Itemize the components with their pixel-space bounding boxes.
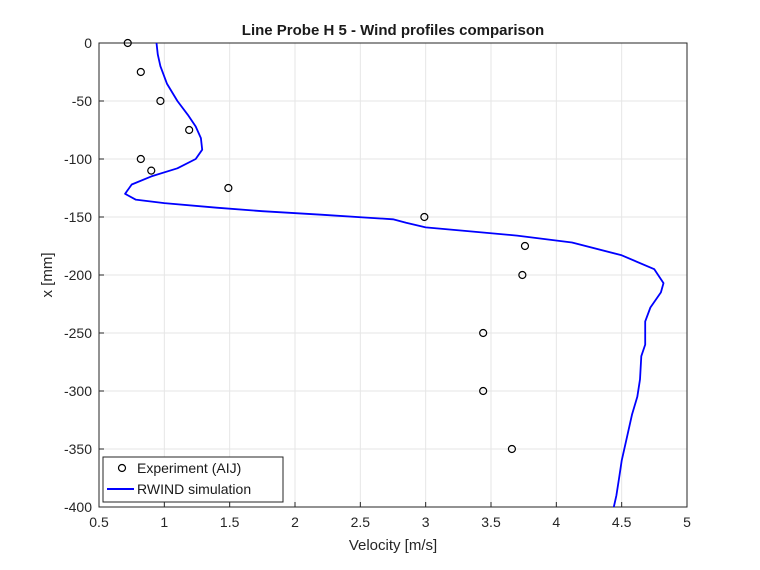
data-point-experiment: [136, 154, 145, 164]
axis-ticks: 0.5 1 1.5 2 2.5 3 3.5 4 4.5 5 0 -50 -100 -150 -200 -250…: [64, 35, 691, 530]
y-axis-label: x [mm]: [39, 253, 56, 298]
data-point-experiment: [123, 38, 132, 48]
y-tick-label: -200: [64, 267, 92, 283]
y-tick-label: 0: [84, 35, 92, 51]
data-point-experiment: [156, 96, 165, 106]
legend-box: [102, 456, 284, 503]
data-point-experiment: [224, 183, 233, 193]
x-tick-label: 2: [291, 514, 299, 530]
y-tick-label: -250: [64, 325, 92, 341]
data-point-experiment: [147, 166, 156, 175]
data-point-experiment: [518, 270, 527, 280]
data-point-experiment: [479, 386, 488, 396]
y-tick-label: -100: [64, 151, 92, 167]
x-tick-label: 3: [422, 514, 430, 530]
y-tick-label: -300: [64, 383, 92, 399]
x-tick-label: 0.5: [89, 514, 109, 530]
x-tick-label: 2.5: [351, 514, 371, 530]
y-tick-label: -150: [64, 209, 92, 225]
y-tick-label: -400: [64, 499, 92, 515]
x-tick-label: 1.5: [220, 514, 240, 530]
legend: Experiment (AIJ) RWIND simulation: [102, 456, 284, 503]
legend-label-experiment: Experiment (AIJ): [137, 460, 241, 476]
x-tick-label: 4: [552, 514, 560, 530]
x-tick-label: 1: [160, 514, 168, 530]
data-point-experiment: [185, 125, 194, 135]
y-tick-label: -350: [64, 441, 92, 457]
y-tick-label: -50: [72, 93, 92, 109]
data-point-experiment: [136, 67, 145, 77]
series-layer: [123, 38, 665, 508]
x-tick-label: 4.5: [612, 514, 632, 530]
series-line-rwind-simulation: [124, 42, 665, 508]
x-axis-label: Velocity [m/s]: [349, 537, 437, 554]
data-point-experiment: [507, 444, 517, 454]
legend-marker-experiment: [117, 463, 127, 473]
x-tick-label: 5: [683, 514, 691, 530]
data-point-experiment: [479, 328, 488, 338]
x-tick-label: 3.5: [481, 514, 501, 530]
chart-title: Line Probe H 5 - Wind profiles compariso…: [242, 22, 544, 39]
data-point-experiment: [420, 212, 429, 222]
legend-label-simulation: RWIND simulation: [137, 481, 251, 497]
data-point-experiment: [520, 241, 530, 251]
